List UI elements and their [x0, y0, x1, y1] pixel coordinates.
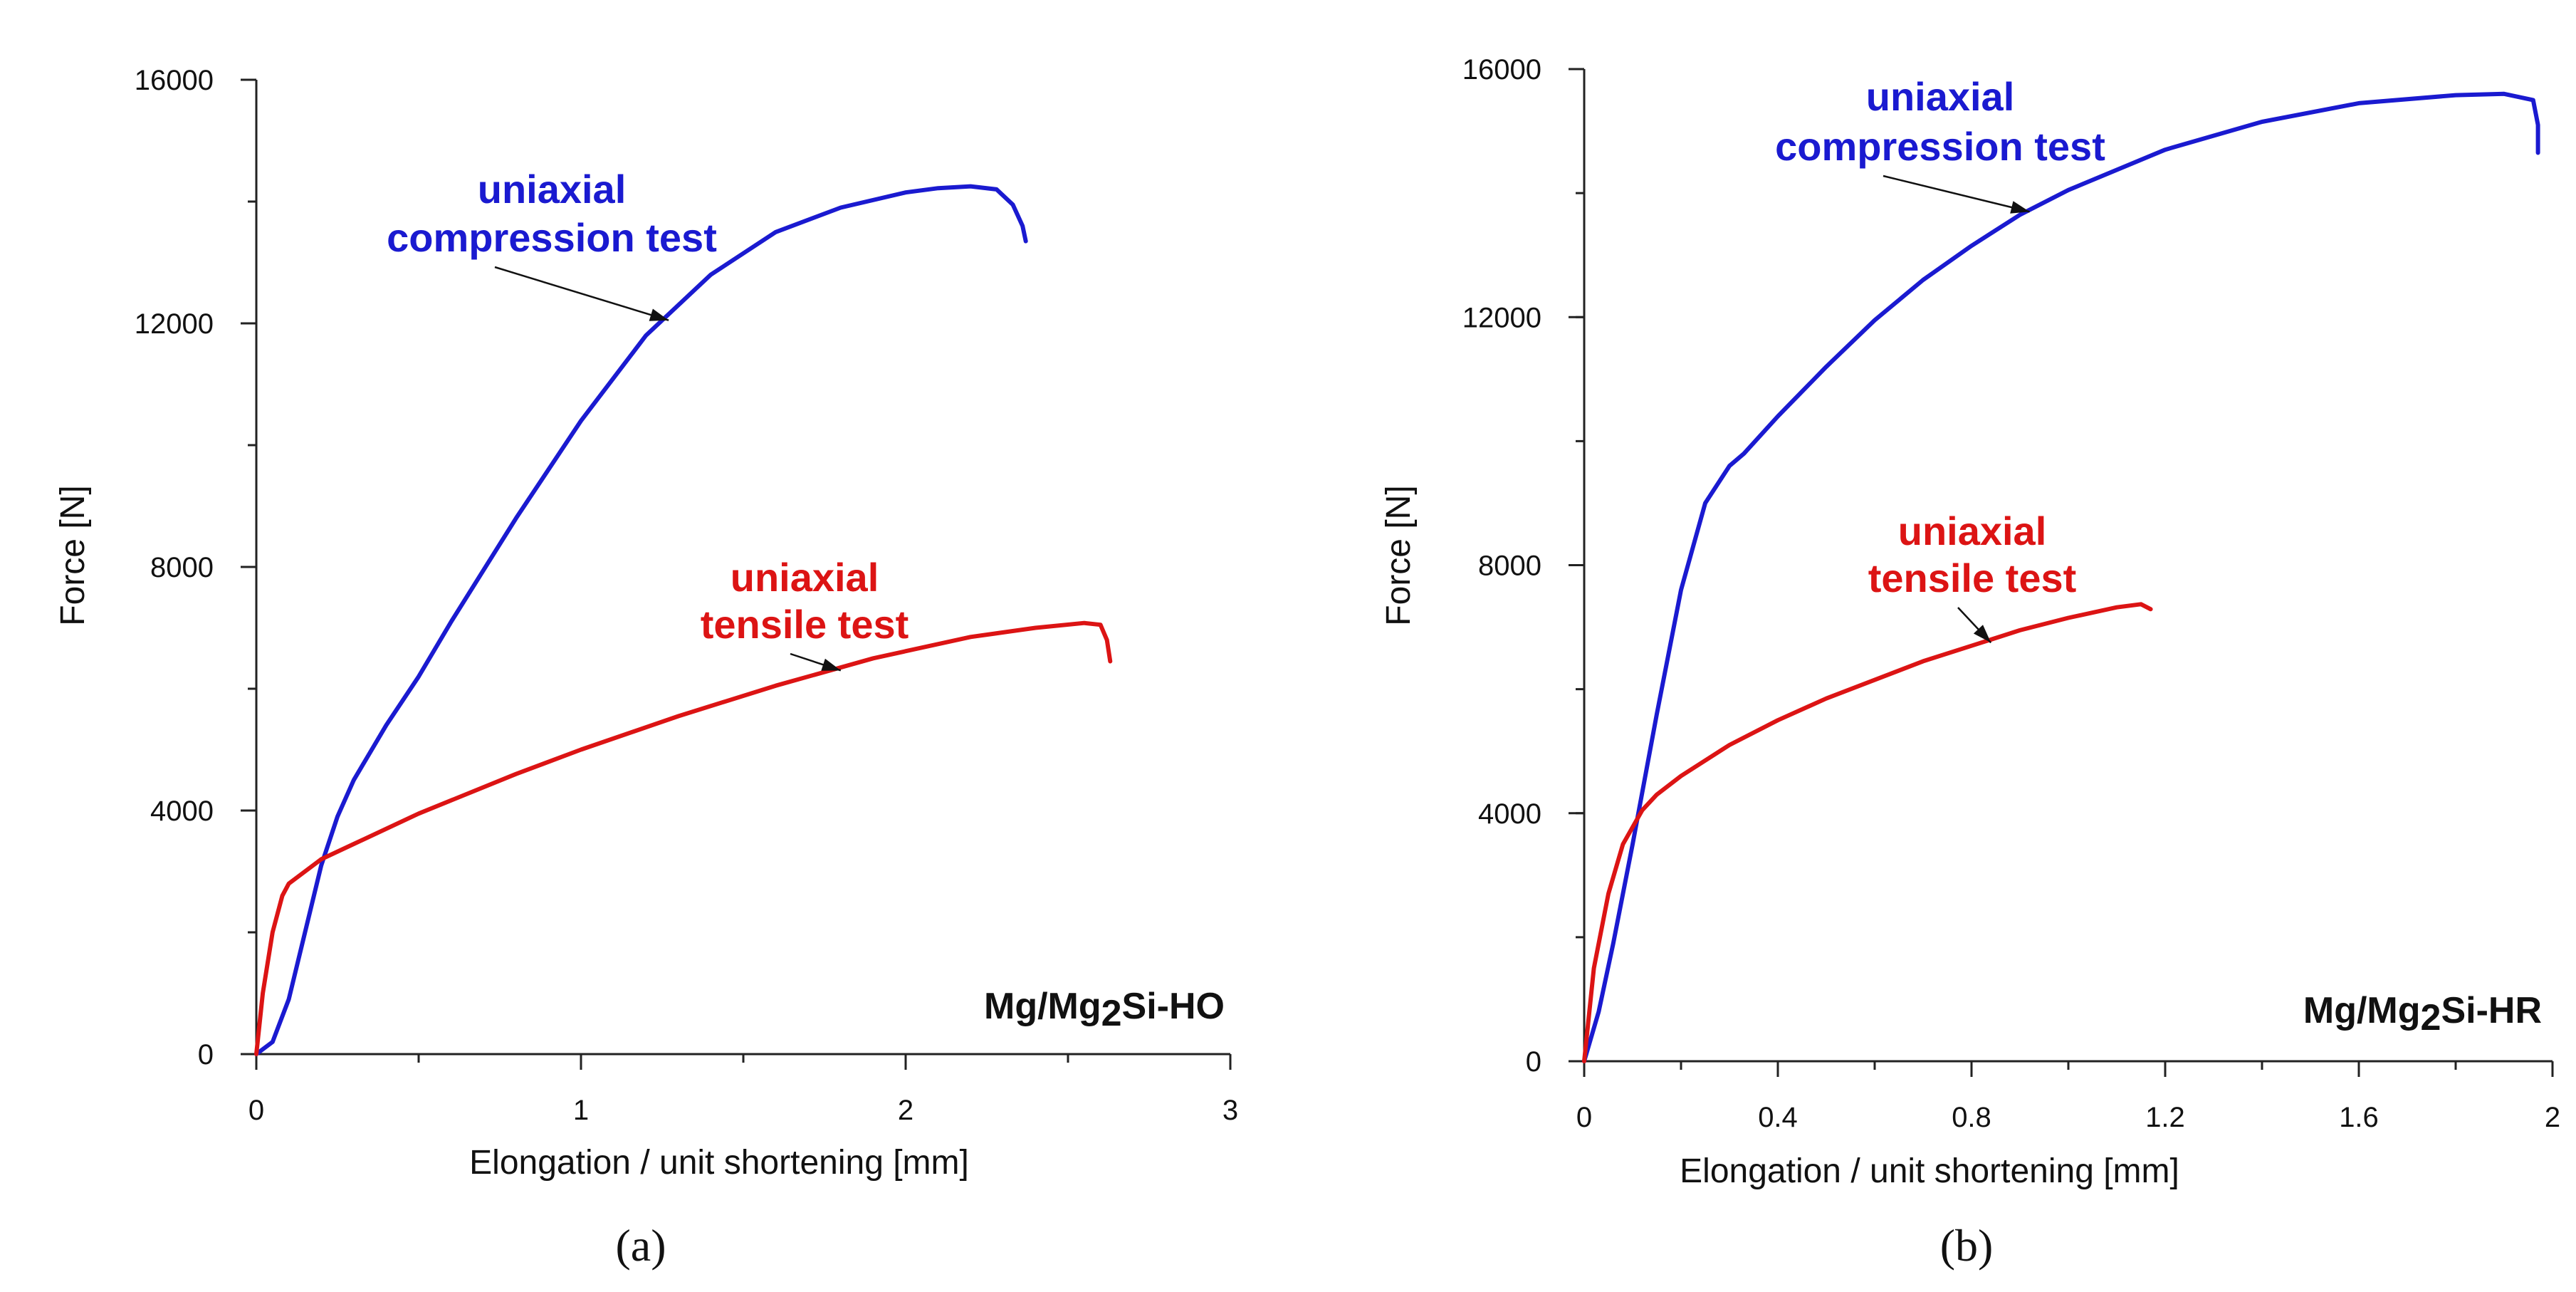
annotation-arrowhead: [1973, 625, 1991, 643]
y-tick-label: 12000: [135, 308, 214, 340]
tensile-annotation-line: uniaxial: [731, 555, 879, 600]
specimen-label-b: Mg/Mg2Si-HR: [2303, 990, 2542, 1038]
tensile-annotation-line: uniaxial: [1898, 509, 2047, 553]
annotation-arrowhead: [649, 308, 669, 321]
specimen-base-b: Mg/Mg: [2303, 990, 2421, 1031]
x-tick-label: 1.2: [2145, 1102, 2185, 1133]
tensile-test-line: [1582, 602, 2153, 1063]
x-tick-label: 0.8: [1952, 1102, 1991, 1133]
x-tick-label: 1.6: [2339, 1102, 2379, 1133]
specimen-suffix-a: Si-HO: [1122, 986, 1225, 1027]
compression-annotation-line: uniaxial: [478, 167, 627, 212]
x-tick-label: 2: [2545, 1102, 2560, 1133]
y-tick-label: 8000: [150, 552, 214, 583]
chart-panel-b: 0 0.4 0.8 1.2 1.6 2 0 4000 8000 12000 16000 uniaxi…: [1380, 54, 2560, 1271]
compression-annotation-line: compression test: [387, 215, 717, 260]
y-axis-title-b: Force [N]: [1380, 485, 1418, 625]
specimen-sub-b: 2: [2421, 997, 2441, 1038]
annotation-arrow-line: [494, 266, 669, 321]
x-tick-label: 1: [573, 1095, 589, 1126]
chart-ticks-a: 0 1 2 3 0 4000 8000 12000 16000: [135, 65, 1238, 1126]
x-tick-label: 0: [248, 1095, 264, 1126]
specimen-suffix-b: Si-HR: [2441, 990, 2542, 1031]
compression-annotation-line: uniaxial: [1866, 74, 2015, 119]
annotation-arrowhead: [821, 658, 841, 671]
x-axis-title-b: Elongation / unit shortening [mm]: [1680, 1152, 2179, 1190]
specimen-label-a: Mg/Mg2Si-HO: [984, 986, 1225, 1034]
x-tick-label: 2: [898, 1095, 913, 1126]
x-axis-title-a: Elongation / unit shortening [mm]: [469, 1144, 969, 1182]
y-axis-title-a: Force [N]: [54, 485, 92, 625]
y-tick-label: 4000: [150, 796, 214, 827]
y-tick-label: 8000: [1478, 551, 1541, 582]
y-tick-label: 0: [1526, 1046, 1541, 1078]
chart-series-b: [1582, 91, 2540, 1063]
compression-test-line: [1582, 91, 2540, 1063]
tensile-annotation-line: tensile test: [701, 602, 909, 647]
specimen-sub-a: 2: [1101, 993, 1122, 1034]
tensile-test-line: [254, 620, 1113, 1056]
chart-ticks-b: 0 0.4 0.8 1.2 1.6 2 0 4000 8000 12000 16000: [1462, 54, 2560, 1133]
x-tick-label: 0: [1576, 1102, 1592, 1133]
y-tick-label: 4000: [1478, 798, 1541, 830]
specimen-base-a: Mg/Mg: [984, 986, 1101, 1027]
y-tick-label: 0: [198, 1039, 214, 1070]
x-tick-label: 3: [1222, 1095, 1238, 1126]
annotation-arrowhead: [2010, 201, 2030, 214]
panel-label-a: (a): [615, 1220, 666, 1271]
panel-label-b: (b): [1940, 1220, 1994, 1271]
y-tick-label: 16000: [135, 65, 214, 96]
tensile-annotation-line: tensile test: [1868, 556, 2077, 600]
compression-annotation-line: compression test: [1775, 124, 2105, 169]
y-tick-label: 16000: [1462, 54, 1541, 85]
annotation-arrow-line: [1883, 174, 2030, 213]
x-tick-label: 0.4: [1758, 1102, 1798, 1133]
y-tick-label: 12000: [1462, 302, 1541, 333]
chart-series-a: [254, 184, 1113, 1056]
compression-test-line: [254, 184, 1028, 1056]
